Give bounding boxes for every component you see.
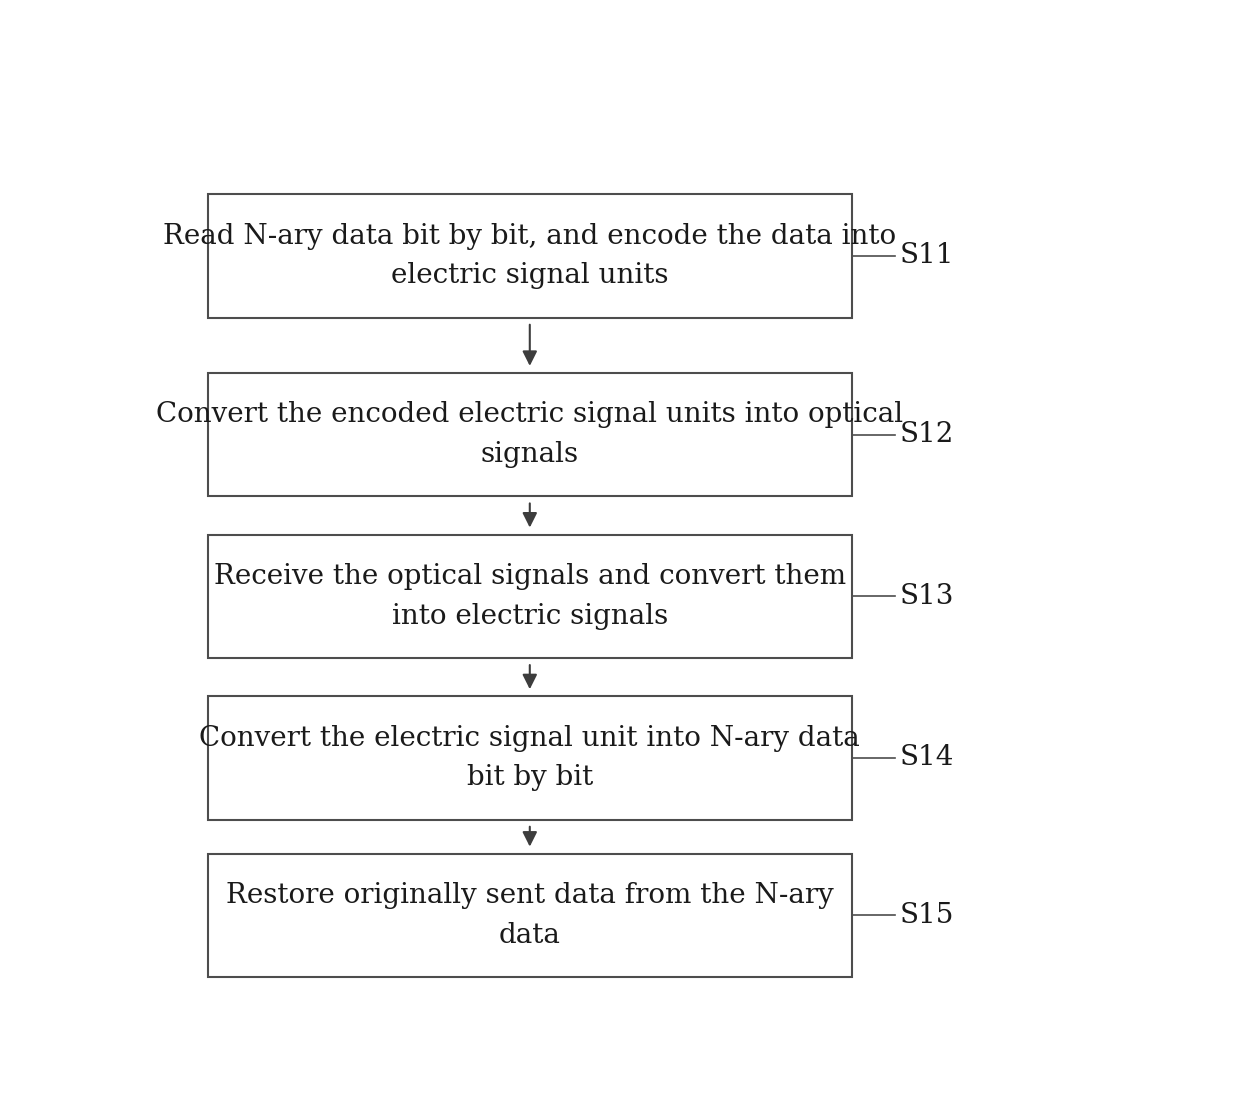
Text: Convert the encoded electric signal units into optical
signals: Convert the encoded electric signal unit… [156,401,904,467]
Text: S14: S14 [900,745,954,771]
Text: Receive the optical signals and convert them
into electric signals: Receive the optical signals and convert … [213,564,846,630]
Bar [208,535,852,657]
Bar [208,194,852,317]
Bar [208,696,852,820]
Text: S15: S15 [900,902,954,929]
Bar [208,373,852,496]
Text: S12: S12 [900,421,954,449]
Text: Restore originally sent data from the N-ary
data: Restore originally sent data from the N-… [226,882,833,949]
Text: S13: S13 [900,582,954,610]
Text: S11: S11 [900,242,955,270]
Text: Read N-ary data bit by bit, and encode the data into
electric signal units: Read N-ary data bit by bit, and encode t… [164,223,897,290]
Text: Convert the electric signal unit into N-ary data
bit by bit: Convert the electric signal unit into N-… [200,725,861,791]
Bar [208,854,852,977]
